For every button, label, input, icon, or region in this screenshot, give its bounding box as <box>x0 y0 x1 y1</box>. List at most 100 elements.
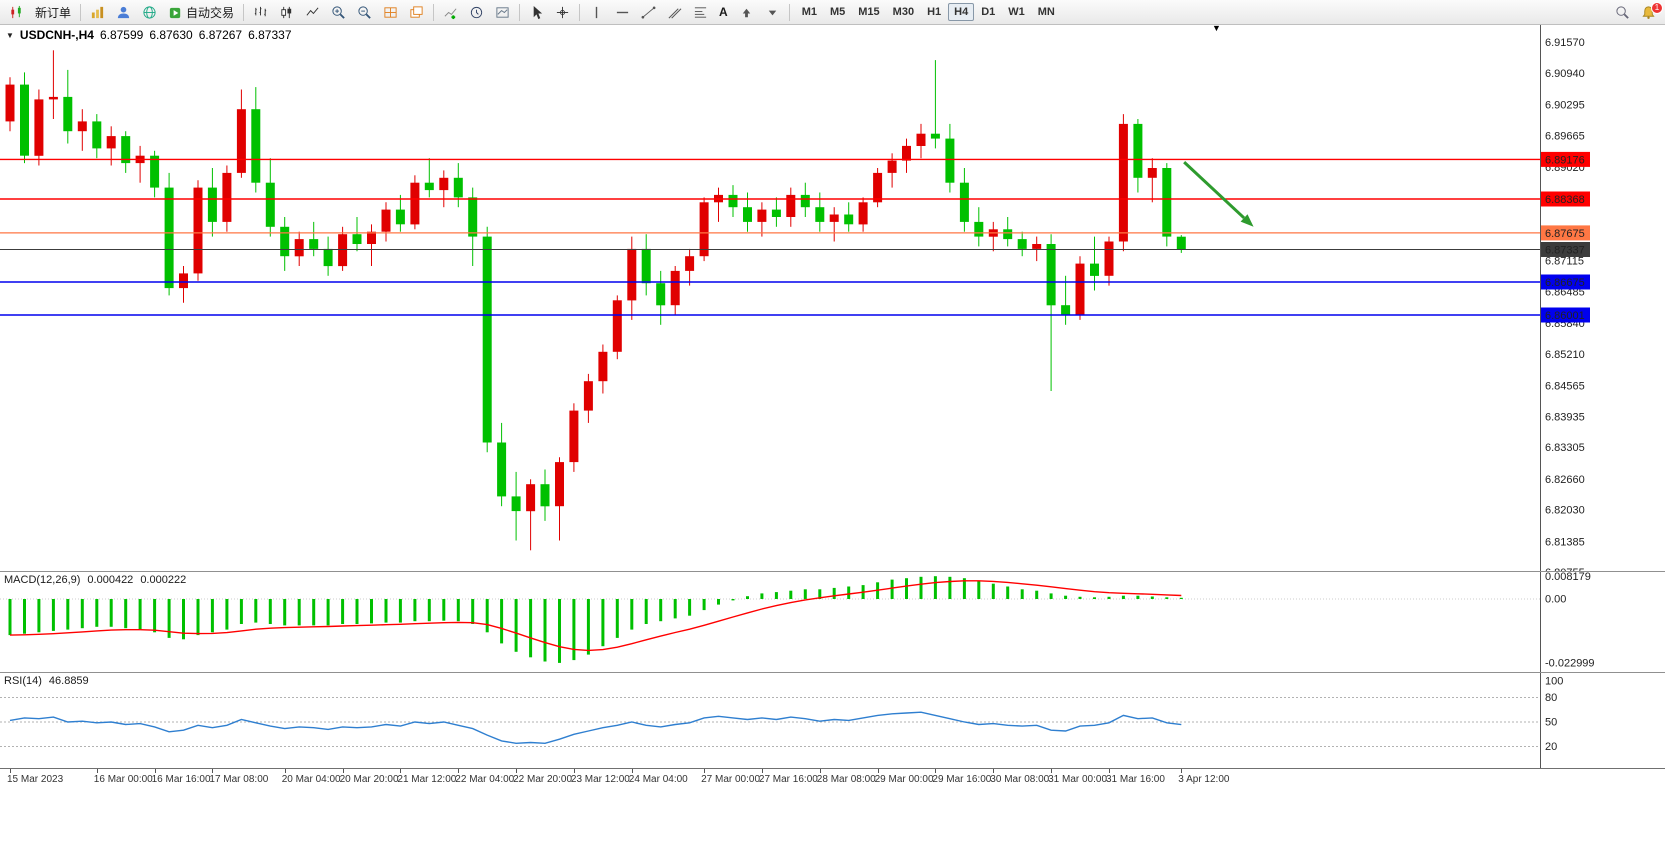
toolbar-separator <box>579 3 581 21</box>
rsi-line <box>9 711 1182 745</box>
profile-button[interactable] <box>111 2 136 23</box>
tile-windows-button[interactable] <box>378 2 403 23</box>
auto-trading-button[interactable]: 自动交易 <box>163 2 239 23</box>
timeframe-h4-button[interactable]: H4 <box>948 3 975 21</box>
play-icon <box>169 7 181 18</box>
time-axis[interactable]: 15 Mar 2023 16 Mar 00:00 16 Mar 16:00 17 Ma… <box>0 768 1665 790</box>
svg-text:6.87675: 6.87675 <box>1545 228 1585 240</box>
line-chart-type-button[interactable] <box>300 2 325 23</box>
chart-shift-marker[interactable]: ▼ <box>1212 23 1221 33</box>
zoom-out-button[interactable] <box>352 2 377 23</box>
text-tool-label: A <box>719 5 728 19</box>
time-tick <box>573 769 575 773</box>
timeframe-m1-button[interactable]: M1 <box>796 3 823 21</box>
symbol-collapse-icon: ▼ <box>6 30 14 40</box>
crosshair-tool-button[interactable] <box>550 2 575 23</box>
chevron-down-icon <box>768 10 776 15</box>
arrows-tool-button[interactable] <box>734 2 759 23</box>
candlestick-chart[interactable]: 6.915706.909406.902956.896656.890206.883… <box>0 25 1665 579</box>
timeframe-w1-button[interactable]: W1 <box>1002 3 1031 21</box>
vline-icon <box>595 6 598 18</box>
zoom-in-button[interactable] <box>326 2 351 23</box>
timeframe-d1-button[interactable]: D1 <box>975 3 1001 21</box>
rsi-value: 46.8859 <box>48 675 89 687</box>
svg-text:6.89176: 6.89176 <box>1545 154 1585 166</box>
timeframe-m15-button[interactable]: M15 <box>852 3 885 21</box>
candle <box>959 168 969 232</box>
cascade-windows-button[interactable] <box>404 2 429 23</box>
horizontal-line-tool-button[interactable] <box>610 2 635 23</box>
crosshair-icon <box>556 6 569 18</box>
time-label: 30 Mar 08:00 <box>990 774 1050 785</box>
candle <box>873 168 883 208</box>
toolbar-separator <box>519 3 521 21</box>
alerts-button[interactable]: 1 <box>1636 1 1663 23</box>
hline-icon <box>616 11 629 13</box>
timeframe-h1-button[interactable]: H1 <box>921 3 947 21</box>
cursor-tool-button[interactable] <box>524 2 549 23</box>
candle <box>63 69 73 144</box>
candle <box>844 202 854 232</box>
timeframe-mn-button[interactable]: MN <box>1032 3 1061 21</box>
shapes-dropdown-button[interactable] <box>760 2 785 23</box>
charts-button[interactable] <box>85 2 110 23</box>
trend-arrow[interactable] <box>1183 161 1254 227</box>
candle <box>974 207 984 247</box>
candle <box>598 344 608 394</box>
time-tick <box>631 769 633 773</box>
svg-text:6.84565: 6.84565 <box>1545 380 1585 392</box>
svg-text:100: 100 <box>1545 676 1563 688</box>
time-label: 29 Mar 16:00 <box>932 774 992 785</box>
tile-grid-icon <box>384 6 397 18</box>
time-tick <box>400 769 402 773</box>
rsi-panel[interactable]: 100 80 50 20 RSI(14) 46.8859 <box>0 672 1665 768</box>
svg-text:6.86675: 6.86675 <box>1545 277 1585 289</box>
timeframe-m5-button[interactable]: M5 <box>824 3 851 21</box>
candle <box>1061 275 1071 325</box>
period-button[interactable] <box>464 2 489 23</box>
macd-plot[interactable]: 0.008179 0.00 -0.022999 <box>0 571 1665 672</box>
chart-header: ▼ USDCNH-,H4 6.87599 6.87630 6.87267 6.8… <box>6 28 292 42</box>
svg-text:6.90940: 6.90940 <box>1545 68 1585 80</box>
candle <box>699 197 709 262</box>
svg-text:6.87115: 6.87115 <box>1545 255 1584 267</box>
time-tick <box>284 769 286 773</box>
candle <box>439 170 449 208</box>
add-indicator-button[interactable] <box>438 2 463 23</box>
timeframe-m30-button[interactable]: M30 <box>887 3 920 21</box>
search-button[interactable] <box>1610 2 1635 23</box>
vertical-line-tool-button[interactable] <box>584 2 609 23</box>
time-label: 22 Mar 04:00 <box>455 774 515 785</box>
candle <box>569 403 579 472</box>
globe-icon <box>143 5 156 19</box>
svg-text:20: 20 <box>1545 741 1557 753</box>
indicator-plus-icon <box>444 7 457 19</box>
time-label: 3 Apr 12:00 <box>1178 774 1230 785</box>
trendline-tool-button[interactable] <box>636 2 661 23</box>
time-label: 28 Mar 08:00 <box>816 774 876 785</box>
macd-panel[interactable]: 0.008179 0.00 -0.022999 MACD(12,26,9) 0.00… <box>0 571 1665 672</box>
time-tick <box>458 769 460 773</box>
rsi-plot[interactable]: 100 80 50 20 <box>0 673 1665 768</box>
new-chart-button[interactable] <box>4 2 29 23</box>
candle <box>236 89 246 178</box>
candlestick-type-button[interactable] <box>274 2 299 23</box>
candle <box>612 295 622 360</box>
candle <box>381 202 391 242</box>
fibonacci-tool-button[interactable] <box>688 2 713 23</box>
chart-area[interactable]: 6.915706.909406.902956.896656.890206.883… <box>0 23 1665 579</box>
candle <box>20 72 29 164</box>
candle <box>294 231 304 266</box>
text-tool-button[interactable]: A <box>714 2 733 23</box>
svg-text:6.82660: 6.82660 <box>1545 474 1585 486</box>
bar-chart-type-button[interactable] <box>248 2 273 23</box>
webterminal-button[interactable] <box>137 2 162 23</box>
time-tick <box>1181 769 1183 773</box>
template-icon <box>496 6 509 18</box>
rsi-label-row: RSI(14) 46.8859 <box>4 675 89 687</box>
templates-button[interactable] <box>490 2 515 23</box>
new-order-button[interactable]: 新订单 <box>30 2 76 23</box>
channel-tool-button[interactable] <box>662 2 687 23</box>
svg-text:6.89665: 6.89665 <box>1545 130 1585 142</box>
person-icon <box>117 6 130 18</box>
